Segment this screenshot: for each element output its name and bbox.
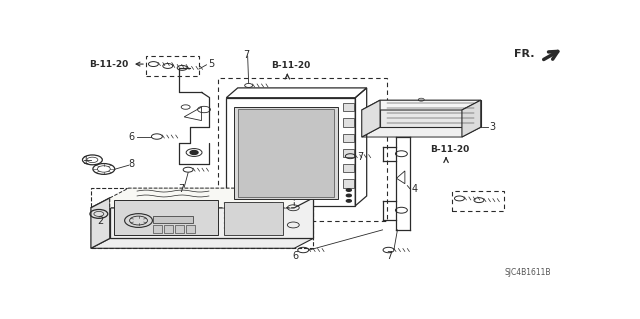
Bar <box>343 134 354 142</box>
Circle shape <box>346 200 351 202</box>
Text: 7: 7 <box>243 50 249 60</box>
Circle shape <box>346 189 351 191</box>
Text: 7: 7 <box>356 152 363 162</box>
Text: 3: 3 <box>489 122 495 132</box>
Bar <box>154 216 193 223</box>
Text: 7: 7 <box>387 251 393 261</box>
Polygon shape <box>91 198 110 248</box>
Polygon shape <box>91 239 313 248</box>
Polygon shape <box>110 198 313 239</box>
Bar <box>224 202 284 235</box>
Text: B-11-20: B-11-20 <box>271 61 310 70</box>
Bar <box>343 103 354 111</box>
Polygon shape <box>362 100 380 137</box>
Text: 4: 4 <box>412 184 417 194</box>
Circle shape <box>346 194 351 197</box>
Bar <box>147 56 198 76</box>
Text: 6: 6 <box>292 251 298 261</box>
Bar <box>452 190 504 211</box>
Bar <box>343 149 354 157</box>
Text: 2: 2 <box>97 216 104 226</box>
Bar <box>237 109 334 197</box>
Text: 7: 7 <box>178 184 184 194</box>
Bar <box>186 226 195 233</box>
Polygon shape <box>462 100 481 137</box>
Circle shape <box>190 151 198 154</box>
Bar <box>175 226 184 233</box>
Text: FR.: FR. <box>514 49 534 59</box>
Text: 6: 6 <box>129 131 135 142</box>
Polygon shape <box>91 198 313 208</box>
Polygon shape <box>110 188 294 208</box>
Text: 1: 1 <box>83 156 89 166</box>
Bar <box>164 226 173 233</box>
Bar <box>234 107 338 199</box>
Polygon shape <box>362 127 481 137</box>
Text: B-11-20: B-11-20 <box>89 60 128 69</box>
Bar <box>343 164 354 172</box>
Text: 5: 5 <box>208 59 214 69</box>
Polygon shape <box>362 100 481 110</box>
Bar <box>218 78 387 220</box>
Bar <box>114 200 218 235</box>
Bar <box>343 179 354 188</box>
Bar <box>343 118 354 127</box>
Text: 8: 8 <box>129 159 135 169</box>
Bar <box>154 226 163 233</box>
Polygon shape <box>380 100 481 127</box>
Text: B-11-20: B-11-20 <box>429 145 469 154</box>
Text: SJC4B1611B: SJC4B1611B <box>504 268 550 277</box>
